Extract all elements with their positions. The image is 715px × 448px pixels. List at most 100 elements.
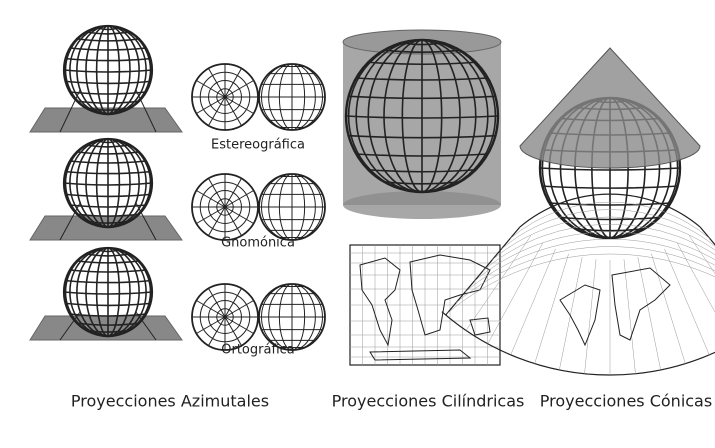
disk-radial — [208, 206, 226, 236]
disk-radial — [208, 96, 226, 126]
map-grid — [487, 242, 544, 344]
parallel — [69, 269, 147, 273]
parallel — [348, 134, 496, 139]
disk-radial — [224, 316, 242, 346]
parallel — [383, 49, 461, 53]
parallel — [65, 279, 151, 284]
disk-radial — [208, 178, 226, 208]
disk-radial — [196, 206, 226, 224]
variant-label: Ortográfica — [221, 343, 295, 358]
parallel — [539, 167, 681, 171]
map-grid — [464, 238, 715, 293]
parallel — [96, 248, 120, 253]
parallel — [96, 26, 120, 31]
parallel — [96, 111, 120, 116]
parallel — [76, 322, 140, 326]
cone — [519, 47, 701, 169]
parallel — [402, 188, 442, 193]
map-grid — [534, 253, 569, 364]
disk-radial — [196, 190, 226, 208]
section-label: Proyecciones Azimutales — [71, 392, 269, 411]
disk-radial — [196, 96, 226, 114]
disk-radial — [224, 288, 242, 318]
parallel — [549, 202, 671, 206]
parallel — [65, 170, 151, 175]
parallel — [65, 80, 151, 85]
parallel — [356, 153, 488, 157]
map-land — [359, 254, 491, 361]
parallel — [69, 91, 147, 95]
map-grid — [491, 216, 715, 261]
conic-map-edge — [445, 226, 715, 316]
map-grid — [510, 248, 556, 355]
map-grid — [500, 209, 715, 250]
disk-radial — [224, 178, 242, 208]
parallel — [85, 329, 131, 333]
projection-plane — [29, 107, 183, 133]
parallel — [96, 139, 120, 144]
disk-radial — [224, 300, 254, 318]
disk-radial — [224, 96, 254, 114]
parallel — [63, 291, 153, 295]
projection-ray — [135, 202, 157, 241]
disk-radial — [196, 316, 226, 334]
parallel — [76, 100, 140, 104]
disk-radial — [208, 288, 226, 318]
disk-radial — [208, 316, 226, 346]
parallel — [383, 181, 461, 185]
variant-label: Gnomónica — [221, 236, 295, 251]
projection-ray — [59, 202, 81, 241]
disk-radial — [196, 300, 226, 318]
parallel — [76, 260, 140, 264]
map-grid — [446, 253, 715, 314]
projection-ray — [59, 89, 81, 133]
map-grid — [651, 253, 686, 364]
parallel — [65, 302, 151, 307]
map-grid — [465, 235, 532, 331]
disk-radial — [224, 80, 254, 98]
parallel — [63, 69, 153, 73]
map-grid — [688, 235, 715, 274]
map-grid — [509, 201, 711, 239]
parallel — [76, 38, 140, 42]
parallel — [85, 144, 131, 148]
parallel — [542, 185, 678, 189]
parallel — [69, 160, 147, 164]
map-grid — [584, 259, 597, 374]
disk-radial — [224, 316, 254, 334]
parallel — [96, 224, 120, 229]
disk-radial — [196, 80, 226, 98]
map-grid — [473, 231, 715, 282]
map-grid — [637, 257, 661, 370]
parallel — [85, 220, 131, 224]
variant-label: Estereográfica — [211, 138, 305, 153]
map-grid — [559, 257, 583, 370]
parallel — [574, 227, 646, 232]
section-label: Proyecciones Cilíndricas — [332, 392, 525, 411]
parallel — [69, 204, 147, 208]
disk-radial — [224, 190, 254, 208]
parallel — [63, 182, 153, 186]
cylinder-bottom — [343, 191, 501, 219]
parallel — [76, 151, 140, 155]
projection-ray — [135, 311, 157, 341]
disk-radial — [208, 68, 226, 98]
map-grid — [664, 248, 710, 355]
parallel — [69, 313, 147, 317]
projection-plane — [29, 315, 183, 341]
parallel — [402, 41, 442, 46]
disk-radial — [224, 206, 254, 224]
projection-ray — [59, 311, 81, 341]
disk-radial — [224, 96, 242, 126]
section-label: Proyecciones Cónicas — [540, 392, 712, 411]
parallel — [560, 216, 660, 221]
parallel — [65, 57, 151, 62]
map-grid — [623, 259, 636, 374]
disk-radial — [224, 206, 242, 236]
parallel — [85, 253, 131, 257]
parallel — [368, 168, 476, 173]
parallel — [96, 333, 120, 338]
parallel — [345, 115, 499, 119]
parallel — [65, 193, 151, 198]
